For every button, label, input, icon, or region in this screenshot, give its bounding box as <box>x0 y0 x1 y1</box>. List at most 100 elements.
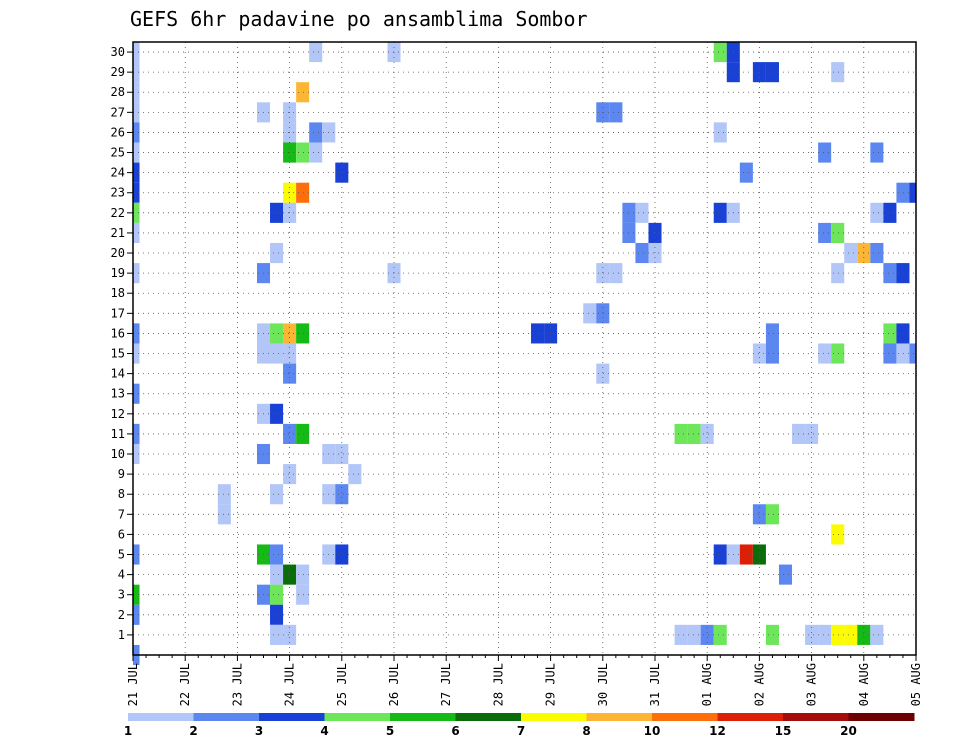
x-tick-label: 27 JUL <box>439 663 453 706</box>
heatmap-cell <box>831 62 845 83</box>
x-tick-label: 30 JUL <box>596 663 610 706</box>
heatmap-cell <box>296 423 310 444</box>
heatmap-cell <box>596 303 610 324</box>
color-legend: 1 2 3 4 5 6 7 8 10 12 15 20 <box>124 713 915 738</box>
y-tick-label: 8 <box>118 487 125 501</box>
y-tick-label: 2 <box>118 608 125 622</box>
heatmap-cell <box>870 242 884 264</box>
x-tick-label: 05 AUG <box>909 663 923 706</box>
heatmap-cell <box>818 343 832 364</box>
legend-swatch <box>586 713 653 721</box>
heatmap-cell <box>883 263 897 284</box>
heatmap-cell <box>296 82 310 103</box>
y-tick-label: 10 <box>111 447 125 461</box>
heatmap-cell <box>844 624 858 645</box>
legend-label: 20 <box>840 724 857 738</box>
heatmap-cell <box>896 343 910 364</box>
x-tick-label: 22 JUL <box>178 663 192 706</box>
legend-swatch <box>324 713 391 721</box>
heatmap-cell <box>270 403 284 424</box>
heatmap-cell <box>687 624 701 645</box>
heatmap-cell <box>583 303 597 324</box>
heatmap-cell <box>765 624 779 645</box>
x-tick-label: 29 JUL <box>544 663 558 706</box>
y-tick-label: 23 <box>111 186 125 200</box>
heatmap-cell <box>818 142 832 163</box>
heatmap-cell <box>713 42 727 63</box>
heatmap-cell <box>133 343 140 364</box>
heatmap-cell <box>752 504 766 525</box>
heatmap-cell <box>283 343 297 364</box>
legend-swatch <box>717 713 784 721</box>
heatmap-cell <box>909 343 916 364</box>
heatmap-cell <box>909 182 916 203</box>
y-tick-label: 24 <box>111 166 125 180</box>
y-tick-label: 27 <box>111 105 125 119</box>
heatmap-cells <box>133 42 916 666</box>
heatmap-cell <box>765 343 779 364</box>
heatmap-cell <box>778 564 793 585</box>
legend-swatch <box>455 713 522 721</box>
heatmap-cell <box>296 584 310 605</box>
heatmap-cell <box>335 443 349 465</box>
y-tick-label: 22 <box>111 206 125 220</box>
heatmap-cell <box>133 42 140 63</box>
y-tick-label: 13 <box>111 387 125 401</box>
heatmap-cell <box>309 42 323 63</box>
heatmap-cell <box>635 242 649 264</box>
y-tick-label: 5 <box>118 548 125 562</box>
legend-label: 6 <box>451 724 459 738</box>
heatmap-cell <box>296 564 310 585</box>
y-tick-label: 12 <box>111 407 125 421</box>
heatmap-cell <box>700 624 714 645</box>
legend-swatch <box>783 713 849 721</box>
x-tick-label: 26 JUL <box>387 663 401 706</box>
x-tick-label: 25 JUL <box>335 663 349 706</box>
heatmap-cell <box>883 202 897 223</box>
heatmap-cell <box>133 202 140 223</box>
legend-label: 15 <box>775 724 792 738</box>
y-tick-label: 17 <box>111 306 125 320</box>
heatmap-cell <box>700 423 714 444</box>
y-tick-label: 20 <box>111 246 125 260</box>
heatmap-cell <box>335 484 349 505</box>
heatmap-cell <box>270 323 284 344</box>
x-tick-label: 23 JUL <box>230 663 244 706</box>
x-tick-label: 02 AUG <box>752 663 766 706</box>
heatmap-cell <box>674 624 688 645</box>
heatmap-cell <box>609 263 623 284</box>
heatmap-cell <box>831 222 845 243</box>
y-tick-label: 1 <box>118 628 125 642</box>
heatmap-cell <box>270 604 284 625</box>
heatmap-cell <box>283 363 297 384</box>
heatmap-cell <box>133 383 140 404</box>
heatmap-cell <box>870 624 884 645</box>
heatmap-cell <box>217 504 231 525</box>
heatmap-cell <box>831 263 845 284</box>
y-tick-label: 9 <box>118 467 125 481</box>
heatmap-cell <box>596 363 610 384</box>
legend-swatch <box>128 713 194 721</box>
x-tick-label: 04 AUG <box>857 663 871 706</box>
heatmap-cell <box>818 624 832 645</box>
plot-frame <box>132 41 917 656</box>
legend-label: 2 <box>189 724 197 738</box>
heatmap-cell <box>296 323 310 344</box>
heatmap-cell <box>739 544 753 565</box>
heatmap-cell <box>283 464 297 485</box>
heatmap-cell <box>765 504 779 525</box>
legend-label: 7 <box>517 724 525 738</box>
heatmap-cell <box>739 162 753 183</box>
heatmap-cell <box>544 323 558 344</box>
heatmap-cell <box>133 222 140 243</box>
y-tick-label: 19 <box>111 266 125 280</box>
y-tick-label: 6 <box>118 527 125 541</box>
heatmap-cell <box>870 142 884 163</box>
heatmap-cell <box>596 263 610 284</box>
heatmap-cell <box>348 464 362 485</box>
x-tick-label: 31 JUL <box>648 663 662 706</box>
heatmap-cell <box>133 122 140 143</box>
heatmap-cell <box>133 162 140 183</box>
x-tick-label: 28 JUL <box>491 663 505 706</box>
heatmap-cell <box>133 102 140 123</box>
